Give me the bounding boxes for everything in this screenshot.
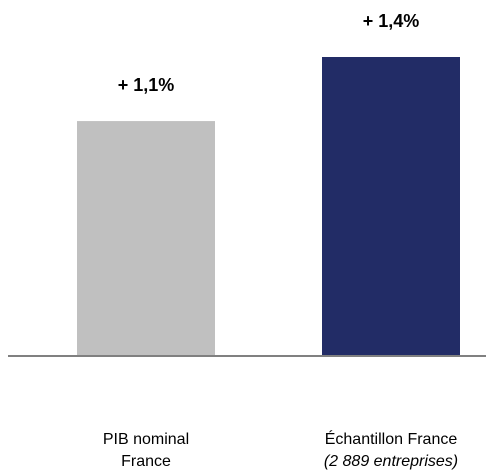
labels-layer: + 1,1% PIB nominal France + 1,4% Échantillon… bbox=[103, 11, 458, 470]
bar-2 bbox=[322, 57, 460, 356]
bars-layer bbox=[77, 57, 460, 356]
data-label-2: + 1,4% bbox=[363, 11, 420, 31]
data-label-1: + 1,1% bbox=[118, 75, 175, 95]
x-tick-label-2: Échantillon France bbox=[325, 429, 458, 448]
x-tick-sublabel-2: (2 889 entreprises) bbox=[324, 453, 458, 470]
bar-1 bbox=[77, 121, 215, 356]
x-tick-sublabel-1: France bbox=[121, 453, 171, 470]
x-tick-label-1: PIB nominal bbox=[103, 431, 189, 448]
